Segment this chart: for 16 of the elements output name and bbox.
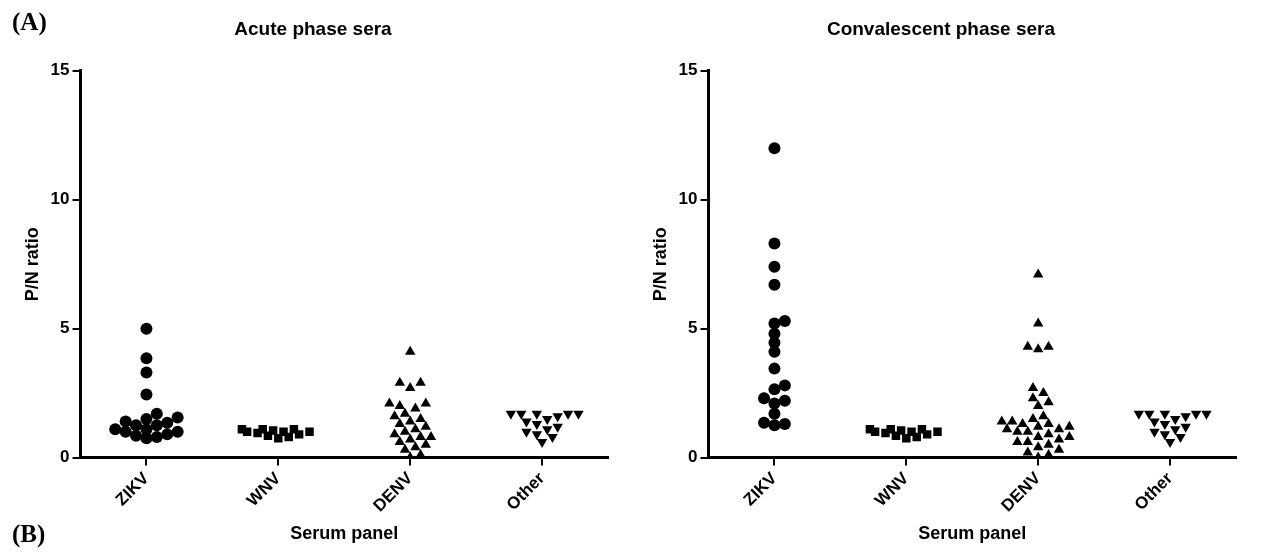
y-tick-label: 15 [50,60,70,80]
text: (B) [12,520,46,548]
x-axis-title: Serum panel [918,523,1027,544]
y-tick-label: 0 [688,447,698,467]
chart-title: Convalescent phase sera [826,17,1056,39]
y-tick-label: 15 [678,60,698,80]
y-tick-label: 10 [678,189,698,209]
x-axis-title: Serum panel [290,523,399,544]
y-tick-label: 0 [60,447,70,467]
y-axis-title: P/N ratio [21,227,42,302]
text: (A) [12,8,47,36]
y-tick-label: 5 [60,318,70,338]
chart-title: Acute phase sera [234,17,393,39]
y-axis-title: P/N ratio [649,227,670,302]
y-tick-label: 10 [50,189,70,209]
y-tick-label: 5 [688,318,698,338]
